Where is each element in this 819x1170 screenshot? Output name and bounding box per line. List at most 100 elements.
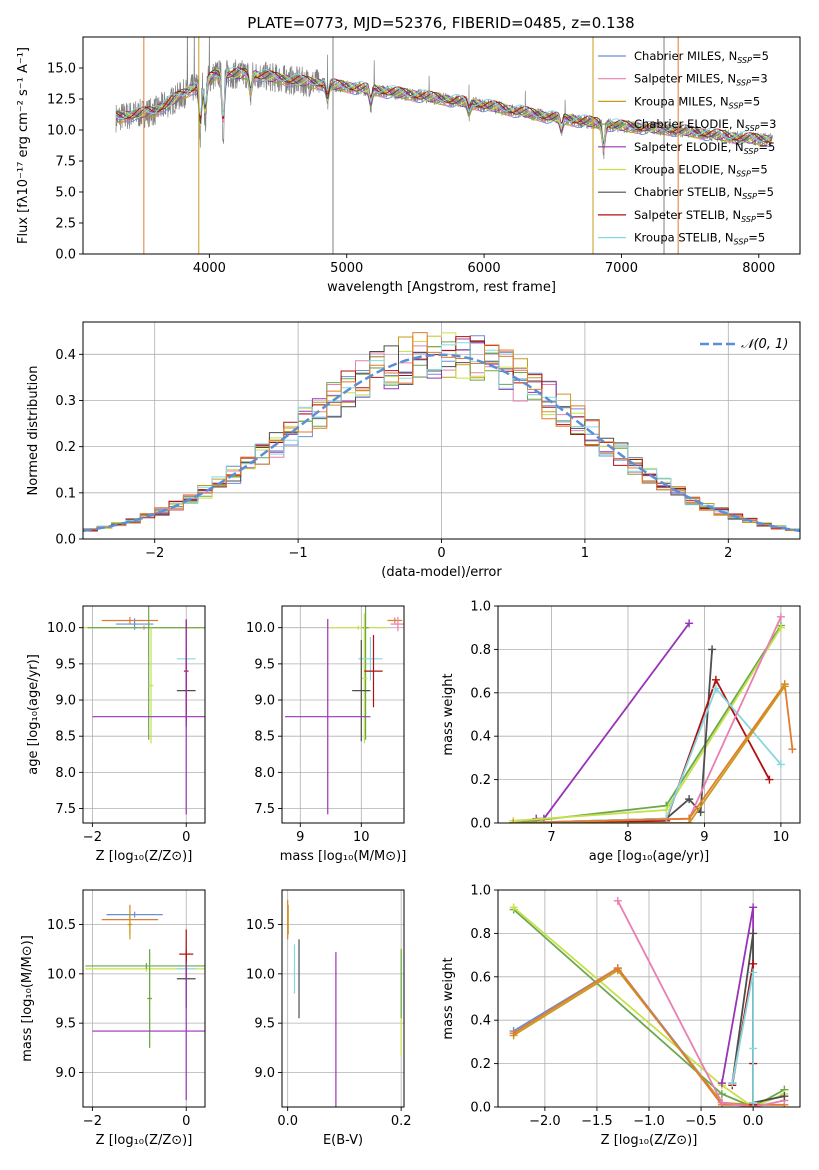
x-tick-label: 10 xyxy=(353,830,370,845)
y-tick-label: 10.0 xyxy=(246,621,275,636)
y-tick-label: 5.0 xyxy=(55,186,76,201)
x-tick-label: 4000 xyxy=(193,261,226,276)
errorbar-point xyxy=(352,639,371,742)
weight-line xyxy=(617,900,785,1107)
mass-vs-Z-plot xyxy=(85,904,205,1101)
x-axis-label: age [log₁₀(age/yr)] xyxy=(589,849,710,864)
x-tick-label: 7 xyxy=(547,830,555,845)
spectrum-frame xyxy=(82,36,801,255)
legend-text: Chabrier ELODIE, N xyxy=(634,117,745,131)
y-tick-label: 0.0 xyxy=(470,817,491,832)
legend-subscript: SSP xyxy=(742,192,757,201)
legend-text: Kroupa ELODIE, N xyxy=(634,163,736,177)
y-tick-label: 9.0 xyxy=(55,694,76,709)
age-vs-Z-frame xyxy=(82,605,206,824)
errorbar-point xyxy=(148,627,154,744)
legend-subscript: SSP xyxy=(734,238,749,247)
age-vs-mass-panel: 9 10 7.5 8.0 8.5 9.0 9.5 10.0 mass [log₁₀(M/M⊙)] xyxy=(246,605,406,864)
legend-text: =5 xyxy=(751,163,768,177)
y-tick-label: 10.0 xyxy=(246,967,275,982)
errorbar-point xyxy=(327,625,389,630)
weight-line xyxy=(513,681,794,823)
weight-marker xyxy=(749,968,758,977)
x-axis-label: Z [log₁₀(Z/Z⊙)] xyxy=(96,1133,193,1148)
errorbar-point xyxy=(127,909,133,940)
x-tick-label: −2.0 xyxy=(529,1114,561,1129)
weight-marker xyxy=(749,903,758,912)
y-tick-label: 9.0 xyxy=(254,1066,275,1081)
weight-marker xyxy=(765,775,774,784)
weight-marker xyxy=(509,1029,518,1038)
y-tick-label: 0.2 xyxy=(470,773,491,788)
x-tick-label: 0 xyxy=(182,1114,190,1129)
weight-marker xyxy=(717,1079,726,1088)
x-axis-label: E(B-V) xyxy=(323,1133,363,1148)
y-tick-label: 0.1 xyxy=(55,486,76,501)
y-tick-label: 9.0 xyxy=(55,1066,76,1081)
residuals-plot xyxy=(83,332,800,534)
weight-series xyxy=(509,684,785,823)
weight-series xyxy=(728,968,758,1107)
y-tick-label: 0.4 xyxy=(470,730,491,745)
legend-label: Kroupa STELIB, NSSP=5 xyxy=(634,231,765,247)
age-vs-Z-plot xyxy=(83,606,205,815)
y-tick-label: 9.5 xyxy=(55,657,76,672)
mass-vs-EBV-grid xyxy=(282,890,404,1107)
massweight-vs-age-frame xyxy=(497,605,801,824)
x-tick-label: 8000 xyxy=(742,261,775,276)
legend-text: Kroupa MILES, N xyxy=(634,94,729,108)
errorbar-point xyxy=(362,606,369,740)
legend-text: =5 xyxy=(752,49,769,63)
legend-label: Kroupa ELODIE, NSSP=5 xyxy=(634,163,768,179)
weight-marker xyxy=(780,1092,789,1101)
y-tick-label: 0.2 xyxy=(470,1057,491,1072)
weight-marker xyxy=(780,682,789,691)
weight-marker xyxy=(749,1044,758,1053)
x-tick-label: −0.5 xyxy=(685,1114,717,1129)
y-axis-label: mass [log₁₀(M/M⊙)] xyxy=(20,935,35,1062)
y-tick-label: 0.0 xyxy=(55,533,76,548)
errorbar-point xyxy=(147,949,152,1048)
legend-subscript: SSP xyxy=(736,170,751,179)
weight-marker xyxy=(728,1079,737,1088)
x-tick-label: 5000 xyxy=(330,261,363,276)
y-tick-label: 9.5 xyxy=(254,657,275,672)
x-tick-label: 0 xyxy=(437,546,445,561)
legend-label: Chabrier MILES, NSSP=5 xyxy=(634,49,769,65)
weight-marker xyxy=(776,612,785,621)
mass-vs-EBV-panel: 0.0 0.2 9.0 9.5 10.0 10.5 E(B-V) xyxy=(246,889,412,1148)
y-tick-label: 9.5 xyxy=(55,1017,76,1032)
legend-text: Chabrier MILES, N xyxy=(634,49,737,63)
legend-label: 𝒩(0, 1) xyxy=(741,337,788,352)
errorbar-point xyxy=(361,613,368,744)
legend-text: =5 xyxy=(743,94,760,108)
mass-vs-EBV-plot xyxy=(287,899,402,1107)
x-tick-label: −1.5 xyxy=(581,1114,613,1129)
legend-text: Salpeter STELIB, N xyxy=(634,208,741,222)
x-tick-label: 0.0 xyxy=(277,1114,298,1129)
x-tick-label: −2 xyxy=(83,1114,102,1129)
weight-marker xyxy=(776,760,785,769)
y-tick-label: 8.5 xyxy=(55,730,76,745)
legend-label: Salpeter ELODIE, NSSP=5 xyxy=(634,140,775,156)
y-tick-label: 10.5 xyxy=(246,918,275,933)
age-vs-mass-grid xyxy=(282,606,404,823)
y-tick-label: 10.5 xyxy=(47,918,76,933)
weight-line xyxy=(513,685,786,823)
legend-text: =3 xyxy=(760,117,777,131)
massweight-vs-Z-panel: −2.0 −1.5 −1.0 −0.5 0.0 0.0 0.2 0.4 0.6 0.8 1.0 Z [… xyxy=(441,884,801,1148)
x-tick-label: −2 xyxy=(83,830,102,845)
x-axis-label: Z [log₁₀(Z/Z⊙)] xyxy=(601,1133,698,1148)
errorbar-point xyxy=(364,634,383,708)
y-tick-label: 7.5 xyxy=(55,802,76,817)
weight-line xyxy=(513,625,782,823)
legend-text: Kroupa STELIB, N xyxy=(634,231,734,245)
y-tick-label: 2.5 xyxy=(55,217,76,232)
weight-marker xyxy=(717,1089,726,1098)
spectrum-panel: 4000 5000 6000 7000 8000 0.0 2.5 5.0 7.5 10.0 12.5… xyxy=(16,36,801,295)
weight-marker xyxy=(685,819,694,823)
weight-line xyxy=(513,969,754,1106)
y-tick-label: 7.5 xyxy=(55,155,76,170)
y-tick-label: 0.0 xyxy=(55,248,76,263)
